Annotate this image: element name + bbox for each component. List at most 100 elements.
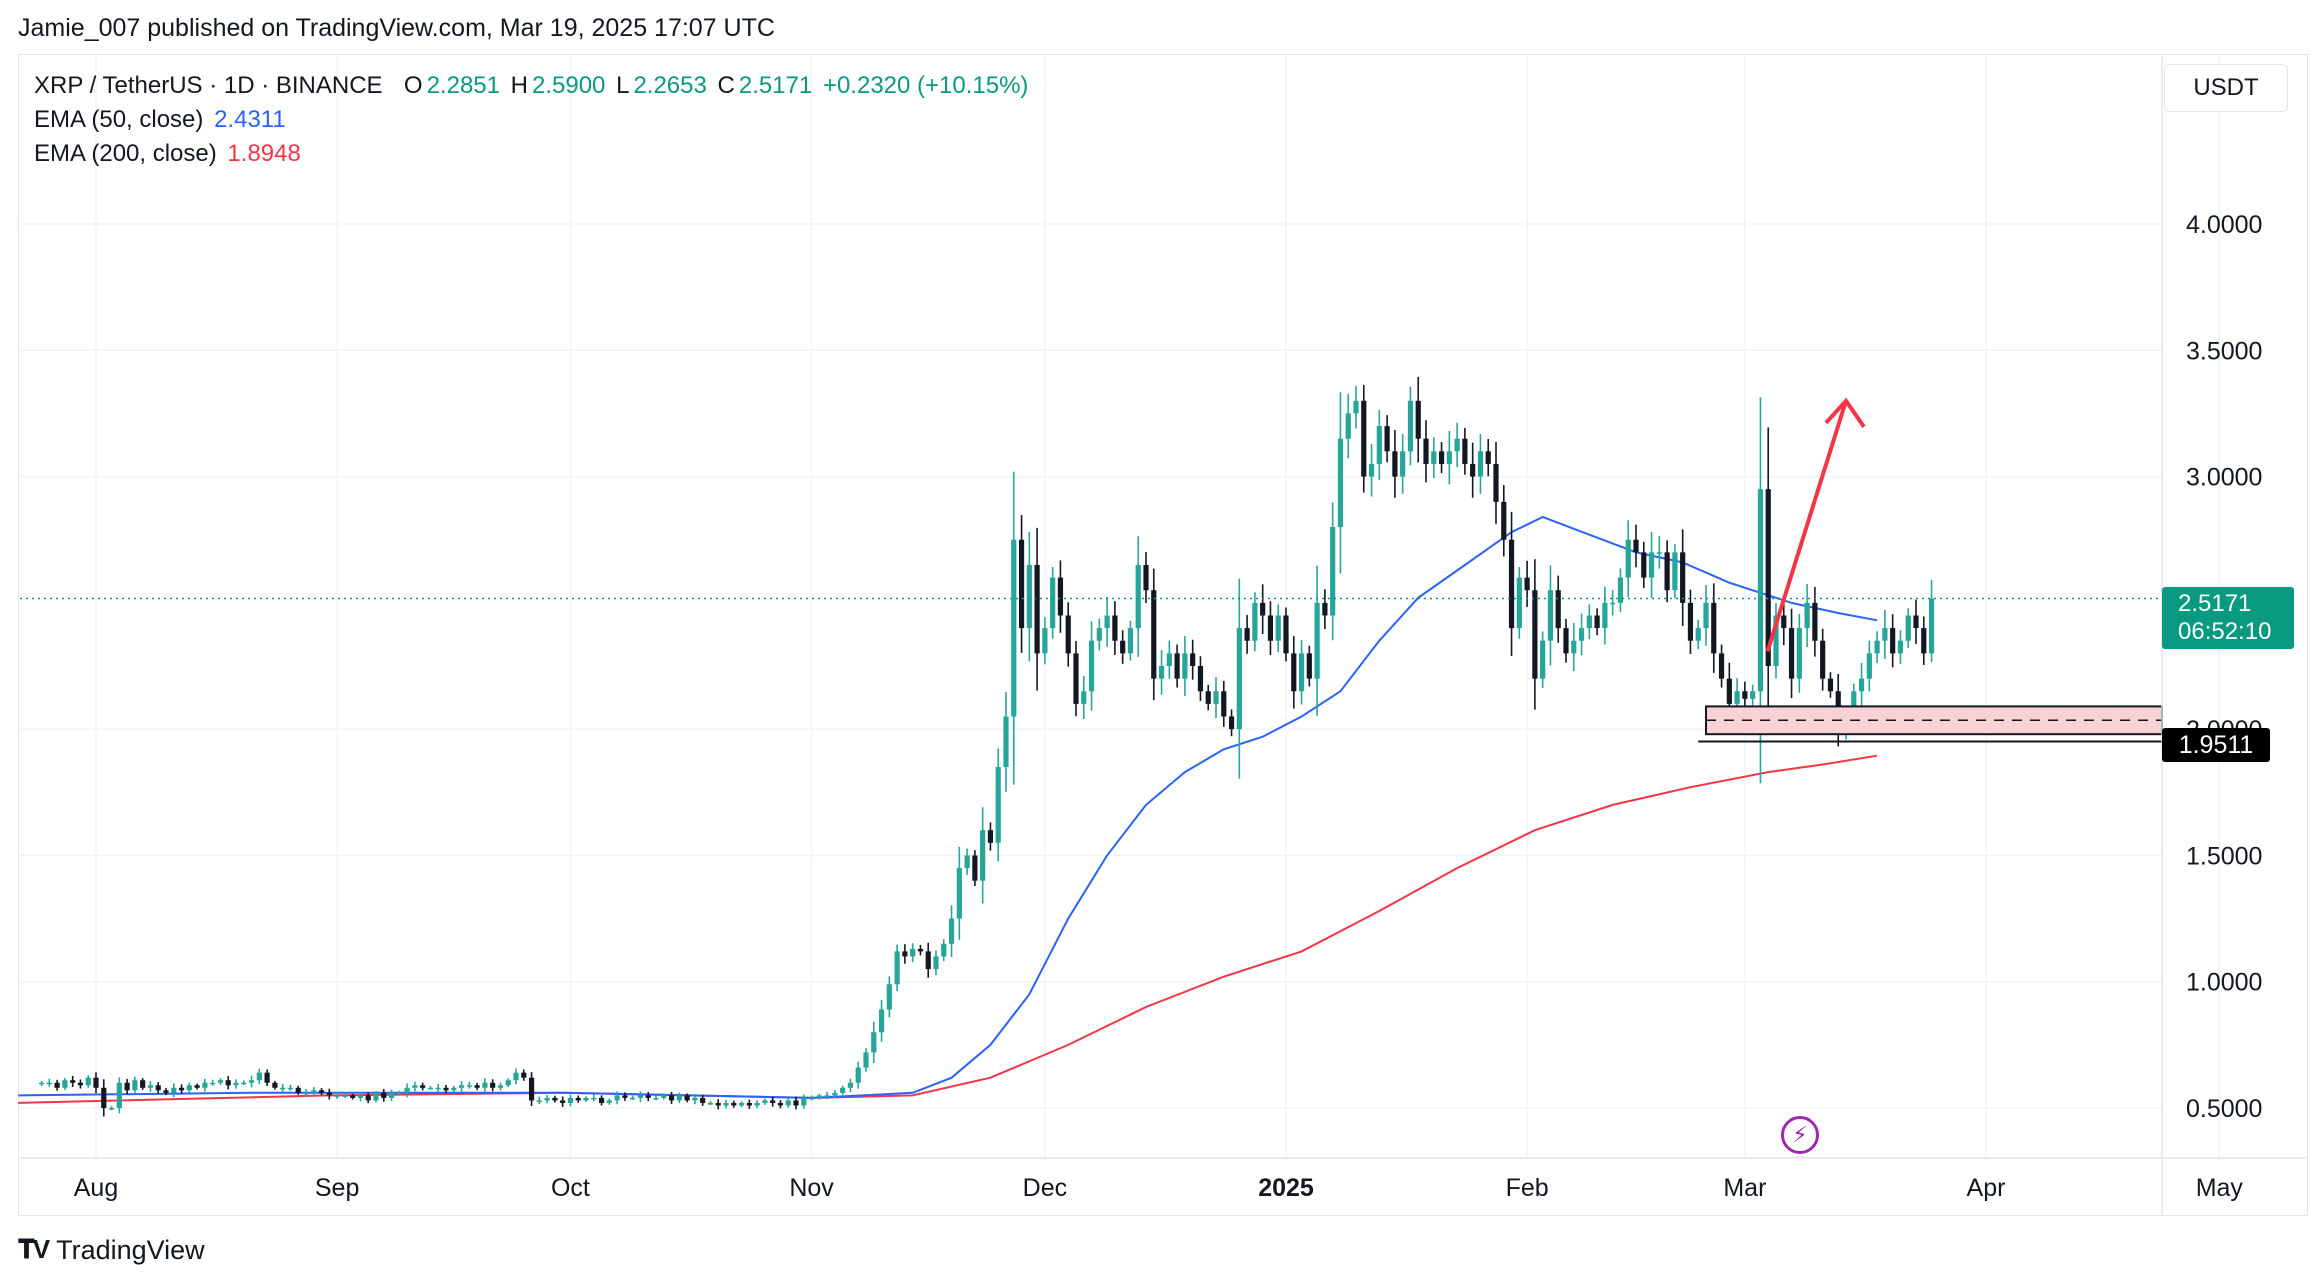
candle-body bbox=[1026, 564, 1032, 629]
candle-body bbox=[948, 918, 955, 944]
candle-body bbox=[886, 984, 892, 1010]
candle-body bbox=[1477, 451, 1484, 477]
candle-body bbox=[1641, 552, 1647, 578]
currency-button[interactable]: USDT bbox=[2164, 64, 2288, 112]
candle-body bbox=[653, 1097, 659, 1100]
candle-body bbox=[54, 1082, 60, 1088]
candle-body bbox=[575, 1097, 581, 1101]
candle-body bbox=[1812, 602, 1818, 641]
candle-body bbox=[1104, 615, 1110, 629]
ema50-path bbox=[18, 515, 1878, 1099]
candle-body bbox=[676, 1095, 682, 1101]
candle-body bbox=[373, 1092, 379, 1101]
candle-body bbox=[1617, 577, 1624, 603]
candle-body bbox=[832, 1092, 838, 1096]
candle-body bbox=[1392, 451, 1398, 477]
candle-body bbox=[1633, 539, 1639, 553]
candle-body bbox=[1485, 451, 1491, 464]
candle-body bbox=[1322, 602, 1328, 616]
candle-body bbox=[1532, 590, 1538, 679]
candle-body bbox=[350, 1095, 356, 1098]
candle-body bbox=[731, 1102, 737, 1106]
candle-body bbox=[746, 1102, 752, 1106]
candle-body bbox=[1042, 628, 1048, 654]
candle-body bbox=[1190, 653, 1196, 666]
lightning-icon[interactable]: ⚡ bbox=[1781, 1116, 1819, 1154]
candle-body bbox=[62, 1080, 68, 1088]
candle-body bbox=[1555, 590, 1561, 629]
candle-body bbox=[1081, 691, 1087, 704]
chart-frame bbox=[18, 54, 2308, 1216]
candle-body bbox=[552, 1097, 558, 1101]
candle-body bbox=[280, 1087, 286, 1090]
candle-body bbox=[241, 1082, 247, 1085]
candle-body bbox=[1260, 602, 1266, 616]
arrow-shaft bbox=[1765, 400, 1848, 652]
arrow-head bbox=[1824, 397, 1866, 428]
candle-body bbox=[871, 1032, 877, 1053]
candle-body bbox=[264, 1072, 270, 1083]
ema50-label: EMA (50, close) bbox=[34, 106, 204, 133]
symbol-name[interactable]: XRP / TetherUS · 1D · BINANCE bbox=[34, 72, 383, 99]
low-label: L bbox=[616, 72, 630, 99]
candle-body bbox=[1571, 640, 1577, 654]
candle-body bbox=[645, 1095, 651, 1098]
candle-body bbox=[318, 1090, 325, 1093]
candle-body bbox=[178, 1087, 185, 1091]
candle-body bbox=[606, 1100, 612, 1103]
candle-body bbox=[38, 1082, 45, 1085]
candle-body bbox=[1120, 640, 1126, 654]
candle-body bbox=[287, 1087, 294, 1090]
candle-body bbox=[272, 1082, 278, 1088]
candle-body bbox=[505, 1080, 511, 1086]
candle-body bbox=[404, 1087, 410, 1093]
candle-body bbox=[715, 1102, 721, 1106]
candle-body bbox=[1656, 552, 1662, 554]
ema200-label: EMA (200, close) bbox=[34, 140, 217, 167]
candle-body bbox=[1928, 598, 1935, 654]
candle-body bbox=[1228, 716, 1235, 730]
candle-body bbox=[77, 1082, 84, 1086]
candle-body bbox=[482, 1082, 488, 1088]
candle-body bbox=[1088, 640, 1095, 692]
candle-body bbox=[840, 1087, 846, 1093]
candle-body bbox=[1734, 691, 1740, 704]
candle-body bbox=[1851, 691, 1857, 717]
candle-body bbox=[1866, 653, 1872, 679]
candle-body bbox=[381, 1092, 387, 1098]
candle-body bbox=[1913, 615, 1919, 629]
ema200-legend[interactable]: EMA (200, close) 1.8948 bbox=[34, 140, 305, 168]
candle-body bbox=[1750, 691, 1756, 699]
candle-body bbox=[995, 767, 1001, 843]
candle-body bbox=[855, 1067, 861, 1083]
candle-body bbox=[980, 830, 986, 881]
candle-body bbox=[668, 1095, 675, 1101]
candle-body bbox=[793, 1100, 799, 1106]
candle-body bbox=[902, 951, 908, 957]
candle-body bbox=[622, 1095, 628, 1098]
candle-body bbox=[248, 1080, 255, 1083]
candle-body bbox=[1711, 602, 1717, 654]
candle-body bbox=[1890, 628, 1896, 654]
candle-body bbox=[1726, 678, 1732, 704]
candle-body bbox=[1431, 451, 1437, 464]
candle-body bbox=[1166, 653, 1172, 666]
candle-body bbox=[1306, 653, 1312, 679]
candle-body bbox=[326, 1092, 332, 1096]
candle-body bbox=[723, 1102, 729, 1106]
x-tick-label: Aug bbox=[74, 1174, 118, 1202]
high-value: 2.5900 bbox=[532, 72, 606, 99]
change-value: +0.2320 (+10.15%) bbox=[822, 72, 1029, 99]
candle-body bbox=[847, 1082, 854, 1088]
candle-body bbox=[1361, 400, 1367, 477]
ema50-legend[interactable]: EMA (50, close) 2.4311 bbox=[34, 106, 290, 134]
candle-body bbox=[1065, 615, 1071, 654]
candle-body bbox=[132, 1080, 138, 1091]
candle-body bbox=[1073, 653, 1079, 704]
candle-body bbox=[1112, 615, 1118, 641]
y-tick-label: 1.5000 bbox=[2186, 842, 2262, 870]
close-label: C bbox=[717, 72, 735, 99]
footer-brand[interactable]: 𝐓V TradingView bbox=[18, 1234, 205, 1266]
low-value: 2.2653 bbox=[633, 72, 707, 99]
